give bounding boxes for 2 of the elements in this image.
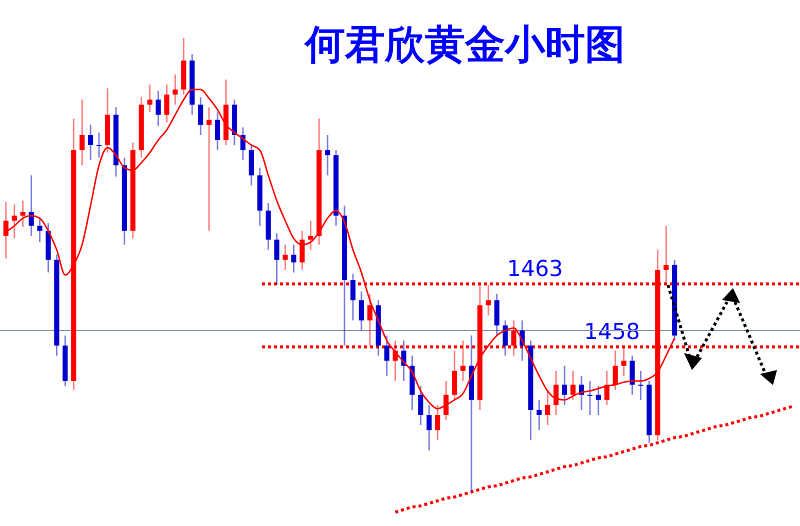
ref-line-label: 1463: [507, 256, 563, 282]
text: 何君欣黄金小时图: [303, 21, 625, 68]
